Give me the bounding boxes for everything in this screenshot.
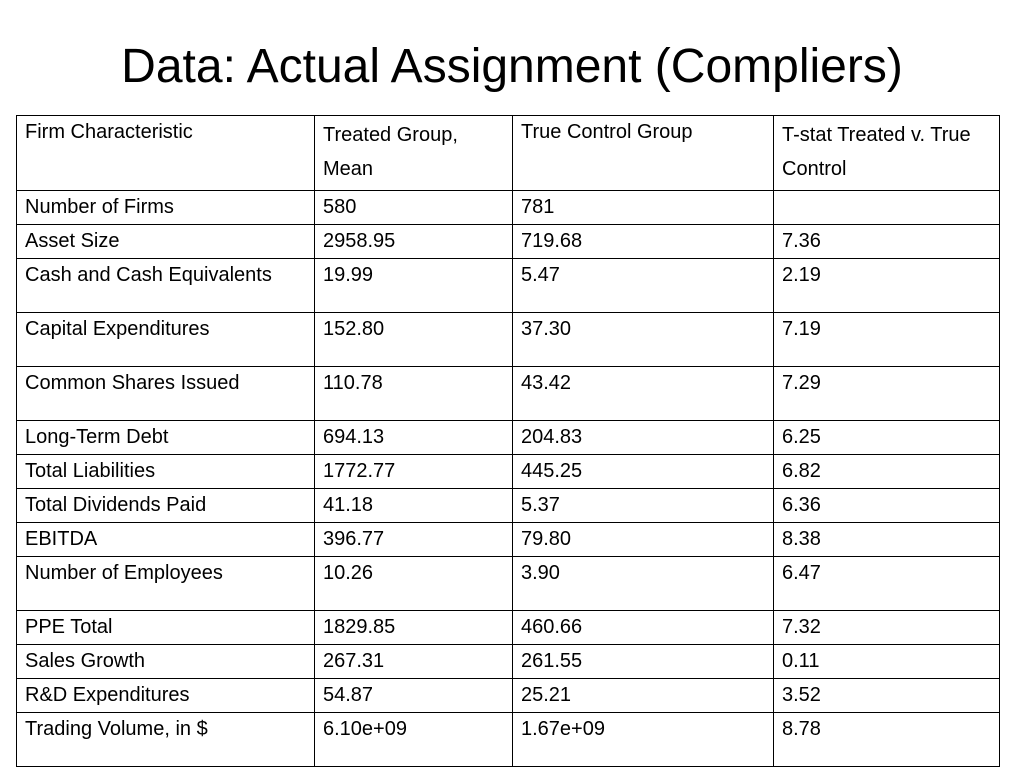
table-cell: 719.68 [512,224,774,259]
table-cell: 7.29 [773,366,1000,421]
table-cell: 460.66 [512,610,774,645]
table-cell: 7.19 [773,312,1000,367]
table-cell: 7.36 [773,224,1000,259]
header-cell: Treated Group, Mean [314,115,513,191]
row-label: Trading Volume, in $ [16,712,315,767]
table-row: Long-Term Debt 694.13 204.83 6.25 [16,420,1000,455]
table-row: Total Liabilities 1772.77 445.25 6.82 [16,454,1000,489]
row-label: Common Shares Issued [16,366,315,421]
table-cell: 6.10e+09 [314,712,513,767]
table-cell: 37.30 [512,312,774,367]
row-label: Asset Size [16,224,315,259]
table-cell: 0.11 [773,644,1000,679]
table-cell: 19.99 [314,258,513,313]
header-cell: True Control Group [512,115,774,191]
table-row: Number of Employees 10.26 3.90 6.47 [16,556,1000,611]
table-row: Common Shares Issued 110.78 43.42 7.29 [16,366,1000,421]
table-cell: 10.26 [314,556,513,611]
table-row: Cash and Cash Equivalents 19.99 5.47 2.1… [16,258,1000,313]
table-cell: 25.21 [512,678,774,713]
table-cell: 694.13 [314,420,513,455]
table-cell: 204.83 [512,420,774,455]
table-cell: 396.77 [314,522,513,557]
table-cell: 152.80 [314,312,513,367]
table-row: R&D Expenditures 54.87 25.21 3.52 [16,678,1000,713]
table-cell: 6.25 [773,420,1000,455]
table-row: Total Dividends Paid 41.18 5.37 6.36 [16,488,1000,523]
table-cell: 267.31 [314,644,513,679]
table-cell: 445.25 [512,454,774,489]
row-label: EBITDA [16,522,315,557]
row-label: Total Liabilities [16,454,315,489]
table-cell: 1.67e+09 [512,712,774,767]
row-label: Sales Growth [16,644,315,679]
table-header-row: Firm Characteristic Treated Group, Mean … [16,115,1000,191]
table-cell: 5.47 [512,258,774,313]
table-cell: 5.37 [512,488,774,523]
table-row: Asset Size 2958.95 719.68 7.36 [16,224,1000,259]
table-cell: 781 [512,190,774,225]
table-cell: 3.90 [512,556,774,611]
table-cell [773,190,1000,225]
table-cell: 2958.95 [314,224,513,259]
table-cell: 7.32 [773,610,1000,645]
table-cell: 8.78 [773,712,1000,767]
table-row: Trading Volume, in $ 6.10e+09 1.67e+09 8… [16,712,1000,767]
table-cell: 54.87 [314,678,513,713]
header-cell: T-stat Treated v. True Control [773,115,1000,191]
table-cell: 6.82 [773,454,1000,489]
table-cell: 1772.77 [314,454,513,489]
firm-characteristics-table: Firm Characteristic Treated Group, Mean … [16,115,1000,767]
table-row: PPE Total 1829.85 460.66 7.32 [16,610,1000,645]
table-cell: 43.42 [512,366,774,421]
row-label: Capital Expenditures [16,312,315,367]
row-label: Total Dividends Paid [16,488,315,523]
table-cell: 1829.85 [314,610,513,645]
table-cell: 6.36 [773,488,1000,523]
table-cell: 8.38 [773,522,1000,557]
slide-title: Data: Actual Assignment (Compliers) [121,40,903,93]
header-cell: Firm Characteristic [16,115,315,191]
table-cell: 580 [314,190,513,225]
row-label: PPE Total [16,610,315,645]
table-cell: 6.47 [773,556,1000,611]
table-cell: 110.78 [314,366,513,421]
table-row: Capital Expenditures 152.80 37.30 7.19 [16,312,1000,367]
table-cell: 3.52 [773,678,1000,713]
table-cell: 2.19 [773,258,1000,313]
table-cell: 79.80 [512,522,774,557]
row-label: Number of Firms [16,190,315,225]
row-label: Long-Term Debt [16,420,315,455]
row-label: Cash and Cash Equivalents [16,258,315,313]
table-cell: 41.18 [314,488,513,523]
table-row: EBITDA 396.77 79.80 8.38 [16,522,1000,557]
row-label: R&D Expenditures [16,678,315,713]
table-cell: 261.55 [512,644,774,679]
row-label: Number of Employees [16,556,315,611]
table-row: Number of Firms 580 781 [16,190,1000,225]
table-row: Sales Growth 267.31 261.55 0.11 [16,644,1000,679]
